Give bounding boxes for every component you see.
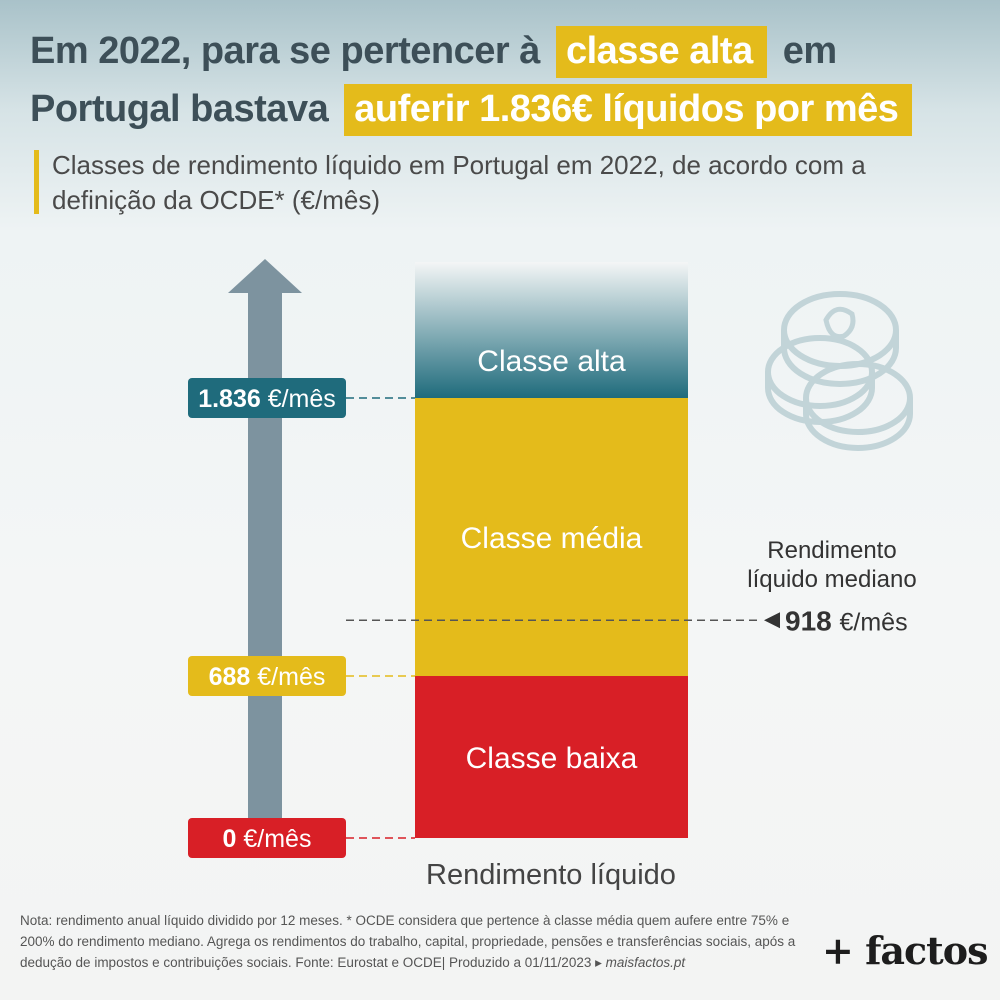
title-line-1-post: em <box>782 30 837 72</box>
band-classe-alta <box>415 262 688 398</box>
title-highlight-1: classe alta <box>555 26 767 78</box>
threshold-unit-688: €/mês <box>257 663 325 691</box>
source-site-link[interactable]: maisfactos.pt <box>605 955 686 970</box>
threshold-badge-688: 688 €/mês <box>188 656 346 696</box>
x-axis-label: Rendimento líquido <box>426 859 676 891</box>
brand-logo: + factos <box>822 928 988 973</box>
label-classe-baixa: Classe baixa <box>466 742 638 775</box>
threshold-badge-1836: 1.836 €/mês <box>188 378 346 418</box>
footnote: Nota: rendimento anual líquido dividido … <box>20 910 810 973</box>
band-classe-baixa <box>415 676 688 838</box>
arrow-up-icon <box>228 259 302 822</box>
band-classe-media <box>415 398 688 676</box>
subtitle: Classes de rendimento líquido em Portuga… <box>52 150 866 215</box>
footnote-text: Nota: rendimento anual líquido dividido … <box>20 913 796 970</box>
threshold-value-0: 0 <box>223 825 237 853</box>
svg-text:688 €/mês: 688 €/mês <box>209 663 326 691</box>
median-value-number: 918 <box>785 605 832 636</box>
threshold-value-688: 688 <box>209 663 251 691</box>
median-value-unit: €/mês <box>840 608 908 636</box>
title-line-1: Em 2022, para se pertencer à classe alta… <box>30 26 837 78</box>
label-classe-alta: Classe alta <box>477 345 626 378</box>
title-line-1-pre: Em 2022, para se pertencer à <box>30 30 540 72</box>
title-line-2: Portugal bastava auferir 1.836€ líquidos… <box>30 84 918 136</box>
coins-icon <box>765 291 913 451</box>
svg-text:0 €/mês: 0 €/mês <box>223 825 312 853</box>
threshold-unit-1836: €/mês <box>268 385 336 413</box>
median-pointer-icon <box>764 612 780 629</box>
svg-text:1.836 €/mês: 1.836 €/mês <box>198 385 336 413</box>
threshold-value-1836: 1.836 <box>198 385 261 413</box>
threshold-unit-0: €/mês <box>243 825 311 853</box>
title-line-2-pre: Portugal bastava <box>30 88 329 130</box>
median-value: 918 €/mês <box>785 605 908 636</box>
median-label-line2: líquido mediano <box>747 566 916 593</box>
threshold-badge-0: 0 €/mês <box>188 818 346 858</box>
subtitle-accent-bar <box>34 150 39 214</box>
label-classe-media: Classe média <box>461 522 643 555</box>
title-highlight-2: auferir 1.836€ líquidos por mês <box>344 84 913 136</box>
median-label-line1: Rendimento <box>767 537 896 564</box>
